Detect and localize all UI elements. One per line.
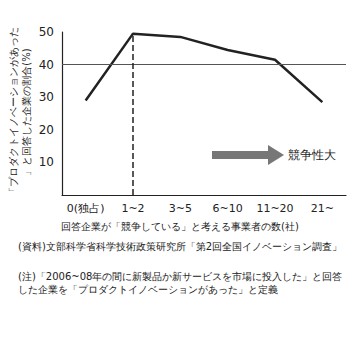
svg-text:3~5: 3~5	[169, 202, 192, 215]
svg-text:11~20: 11~20	[256, 202, 293, 215]
svg-text:(資料)文部科学省科学技術政策研究所「第2回全国イノベーショ: (資料)文部科学省科学技術政策研究所「第2回全国イノベーション調査」	[18, 241, 342, 252]
svg-text:(注)「2006~08年の間に新製品か新サービスを市場に投入: (注)「2006~08年の間に新製品か新サービスを市場に投入した」と回答	[18, 271, 342, 282]
svg-text:40: 40	[39, 58, 54, 72]
svg-text:6~10: 6~10	[213, 202, 243, 215]
svg-text:1~2: 1~2	[121, 202, 144, 215]
svg-text:」と回答した企業の割合(%): 」と回答した企業の割合(%)	[21, 48, 32, 175]
svg-text:した企業を「プロダクトイノベーションがあった」と定義: した企業を「プロダクトイノベーションがあった」と定義	[18, 284, 278, 295]
svg-text:10: 10	[39, 155, 54, 169]
svg-text:競争性大: 競争性大	[288, 148, 336, 162]
svg-text:30: 30	[39, 90, 54, 104]
svg-text:50: 50	[39, 25, 54, 39]
svg-text:21~: 21~	[311, 202, 334, 215]
svg-text:20: 20	[39, 123, 54, 137]
svg-text:「プロダクトイノベーションがあった: 「プロダクトイノベーションがあった	[8, 27, 19, 197]
svg-text:0(独占): 0(独占)	[67, 202, 105, 215]
svg-text:回答企業が「競争している」と考える事業者の数(社): 回答企業が「競争している」と考える事業者の数(社)	[61, 221, 299, 232]
